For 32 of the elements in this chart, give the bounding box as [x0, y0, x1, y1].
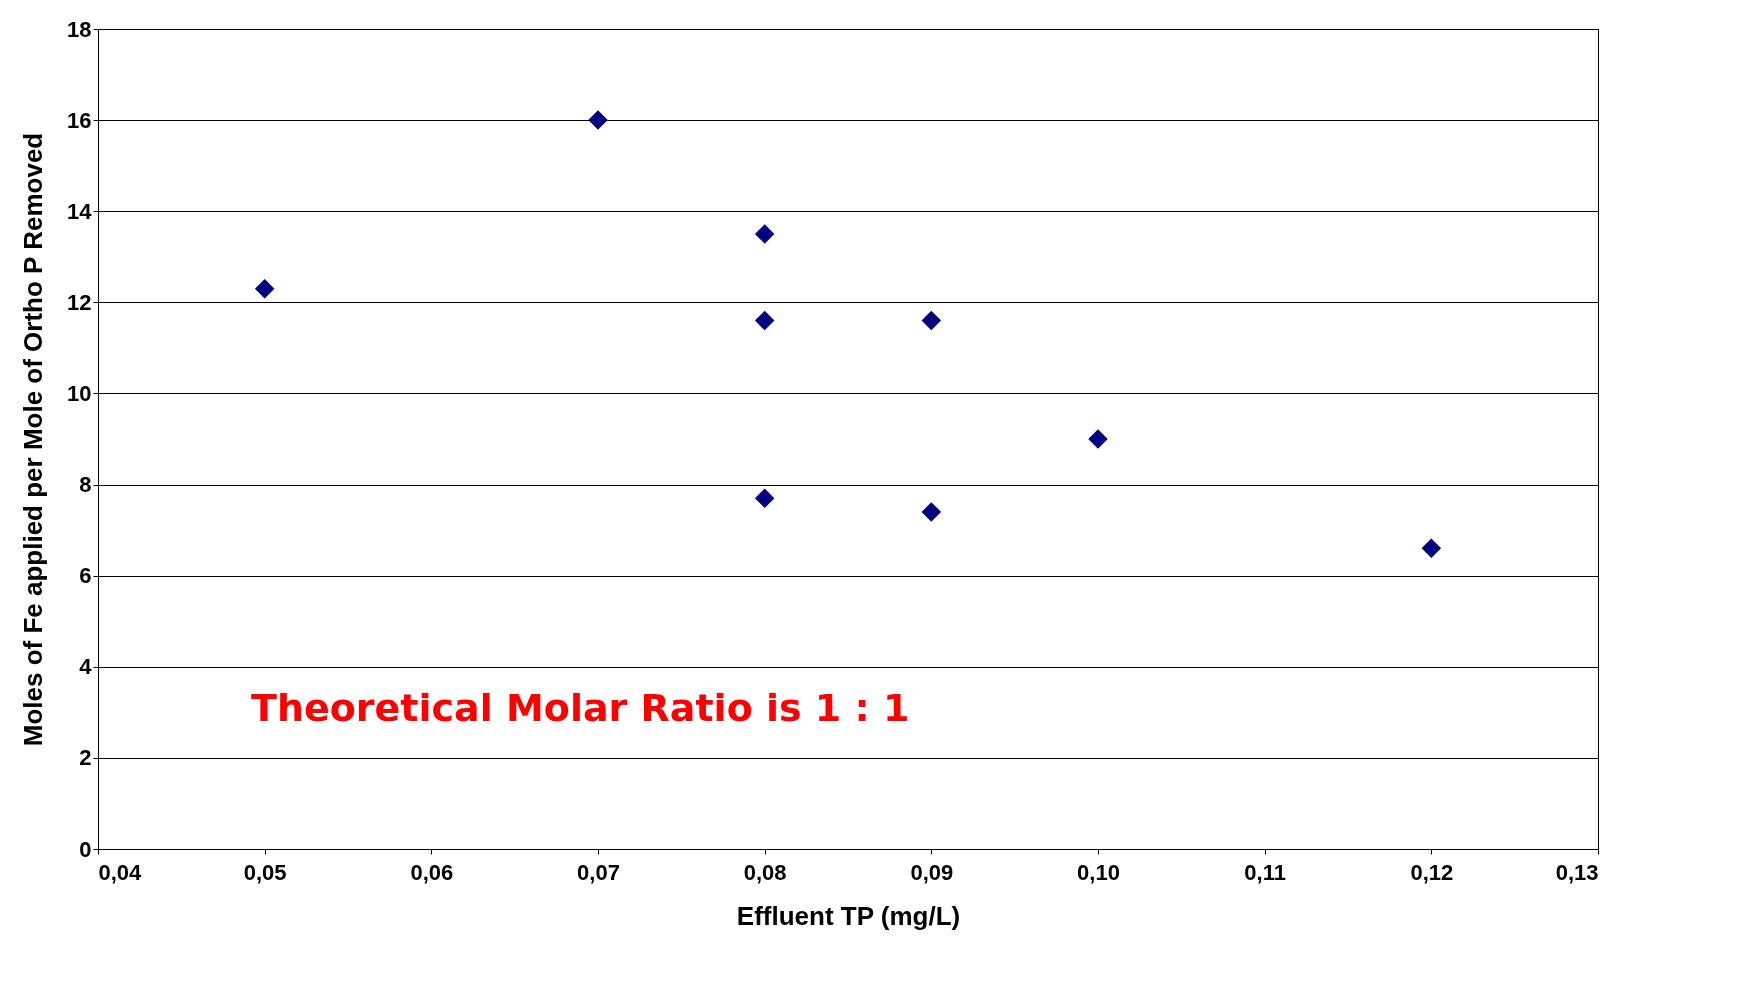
x-tick-label: 0,07: [577, 859, 620, 885]
y-tick-label: 16: [67, 107, 92, 133]
point: [588, 110, 608, 130]
y-tick-label: 0: [79, 836, 92, 862]
y-tick-label: 14: [67, 198, 93, 224]
point: [754, 310, 775, 331]
point: [754, 488, 775, 508]
y-tick-label: 10: [67, 380, 92, 406]
x-tick-label: 0,08: [743, 859, 787, 885]
x-tick-label: 0,12: [1410, 859, 1454, 885]
y-tick-label: 12: [67, 289, 92, 315]
x-tick-label: 0,06: [410, 859, 454, 885]
y-tick-label: 4: [79, 654, 93, 680]
y-axis-title: Moles of Fe applied per Mole of Ortho P Removed: [18, 132, 49, 747]
x-axis-title: Effluent TP (mg/L): [736, 900, 961, 931]
point: [921, 502, 942, 522]
y-tick-label: 18: [67, 16, 92, 42]
x-tick-label: 0,09: [910, 859, 954, 885]
point: [921, 310, 942, 331]
x-tick-label: 0,04: [98, 859, 143, 885]
point: [254, 278, 275, 299]
point: [754, 224, 775, 244]
annotation: Theoretical Molar Ratio is 1 : 1: [251, 685, 910, 730]
y-tick-label: 6: [79, 563, 92, 589]
point: [1421, 538, 1442, 559]
y-tick-label: 8: [79, 472, 92, 498]
x-tick-label: 0,11: [1244, 859, 1286, 885]
y-tick-label: 2: [79, 745, 92, 771]
x-tick-label: 0,13: [1555, 859, 1599, 885]
x-tick-label: 0,10: [1077, 859, 1120, 885]
point: [1088, 429, 1108, 449]
x-tick-label: 0,05: [243, 859, 287, 885]
